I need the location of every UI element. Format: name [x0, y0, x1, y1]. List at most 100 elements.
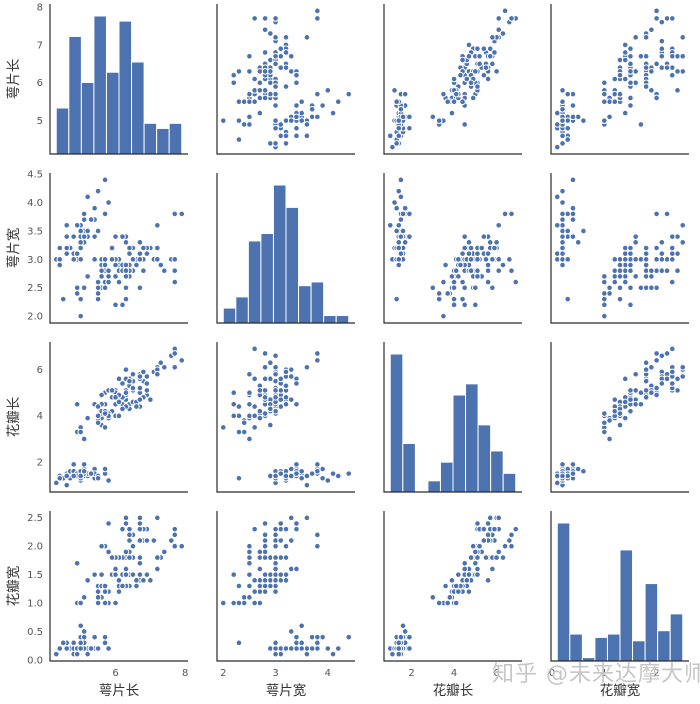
scatter-point: [611, 278, 619, 286]
scatter-point: [287, 117, 295, 124]
scatter-point: [459, 98, 466, 106]
scatter-point: [251, 588, 258, 595]
scatter-point: [122, 239, 130, 246]
scatter-point: [435, 599, 443, 607]
x-tick-label: 4: [451, 668, 457, 679]
y-tick-label: 1.0: [27, 598, 43, 609]
hist-bar: [272, 184, 287, 324]
scatter-point: [94, 278, 102, 286]
scatter-point: [559, 472, 566, 480]
scatter-point: [108, 244, 116, 252]
scatter-point: [256, 565, 264, 573]
hist-bar: [93, 15, 107, 155]
scatter-point: [491, 49, 498, 56]
scatter-point: [658, 250, 666, 257]
scatter-point: [63, 250, 71, 257]
scatter-point: [616, 267, 624, 275]
scatter-point: [122, 520, 130, 527]
scatter-point: [77, 227, 84, 235]
scatter-point: [569, 113, 577, 121]
y-tick-label: 6: [37, 78, 43, 89]
scatter-point: [63, 244, 71, 252]
scatter-point: [391, 199, 398, 206]
scatter-point: [455, 588, 462, 595]
scatter-point: [559, 140, 566, 147]
scatter-point: [508, 15, 515, 22]
scatter-point: [601, 273, 608, 280]
axes-spines: [49, 342, 188, 493]
scatter-point: [246, 435, 253, 443]
scatter-point: [293, 461, 300, 468]
x-tick-label: 2: [220, 668, 226, 679]
scatter-point: [56, 244, 64, 252]
scatter-point: [272, 387, 279, 394]
scatter-point: [668, 233, 676, 240]
scatter-point: [277, 375, 285, 383]
scatter-point: [482, 256, 490, 263]
scatter-point: [287, 373, 295, 380]
scatter-point: [150, 537, 158, 544]
scatter-point: [653, 357, 660, 364]
scatter-point: [63, 481, 71, 489]
scatter-point: [559, 261, 566, 269]
hist-bar: [657, 630, 671, 662]
scatter-point: [668, 368, 676, 376]
scatter-point: [119, 582, 126, 590]
hist-bar: [619, 549, 634, 662]
scatter-point: [401, 628, 409, 635]
x-tick-label: 6: [493, 668, 499, 679]
axes-spines: [49, 511, 188, 662]
scatter-point: [653, 210, 660, 218]
scatter-point: [564, 90, 572, 98]
scatter-point: [397, 106, 405, 113]
scatter-point: [115, 375, 123, 383]
scatter-point: [246, 52, 253, 60]
hist-bar: [594, 636, 608, 662]
scatter-point: [235, 474, 243, 482]
scatter-point: [293, 380, 300, 387]
scatter-point: [569, 470, 577, 477]
scatter-point: [461, 301, 468, 309]
scatter-point: [230, 400, 238, 408]
scatter-point: [406, 124, 413, 132]
scatter-point: [653, 391, 660, 399]
axes-spines: [550, 342, 689, 493]
x-axis-label-sepal_length: 萼片长: [99, 683, 140, 699]
scatter-point: [559, 244, 566, 252]
scatter-point: [616, 295, 624, 303]
scatter-point: [334, 98, 342, 106]
axes-spines: [383, 511, 522, 662]
scatter-point: [73, 221, 81, 229]
scatter-point: [84, 273, 91, 280]
scatter-point: [564, 295, 572, 303]
scatter-point: [267, 359, 274, 366]
scatter-point: [314, 633, 321, 641]
scatter-point: [246, 370, 253, 378]
scatter-point: [674, 267, 681, 275]
cell-petal_length-vs-petal_length: [383, 342, 522, 493]
scatter-point: [261, 571, 269, 578]
axes-spines: [383, 342, 522, 493]
scatter-point: [679, 221, 687, 229]
scatter-point: [501, 7, 509, 15]
scatter-point: [461, 284, 468, 292]
scatter-point: [386, 132, 394, 140]
scatter-point: [261, 410, 269, 417]
scatter-point: [486, 514, 494, 522]
scatter-point: [293, 520, 300, 527]
scatter-point: [256, 79, 264, 87]
scatter-point: [606, 284, 613, 292]
scatter-point: [467, 79, 475, 87]
scatter-point: [319, 102, 326, 109]
scatter-point: [601, 290, 608, 297]
scatter-point: [314, 468, 321, 475]
hist-bar: [556, 522, 571, 662]
scatter-point: [491, 244, 498, 252]
scatter-point: [171, 364, 179, 371]
scatter-point: [235, 136, 243, 143]
scatter-point: [395, 187, 403, 195]
scatter-point: [277, 396, 285, 403]
scatter-point: [601, 419, 608, 427]
scatter-point: [668, 256, 676, 263]
scatter-point: [495, 514, 503, 522]
